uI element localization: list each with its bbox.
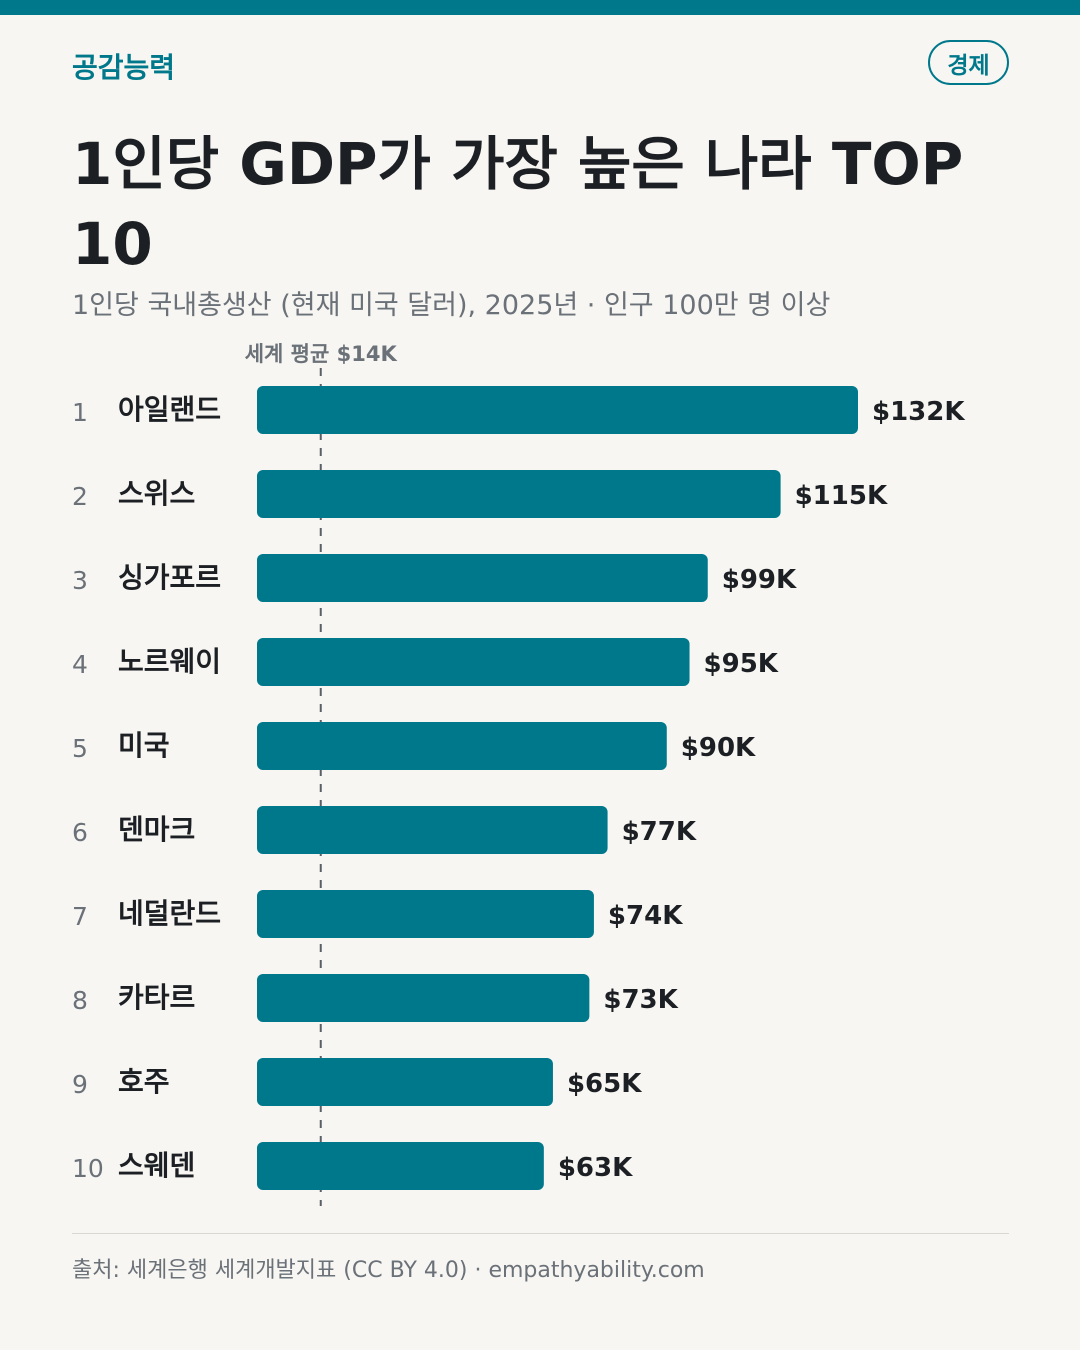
value-label: $77K [622,817,697,847]
rank-number: 4 [72,650,88,679]
country-label: 아일랜드 [118,393,221,426]
bar [257,386,858,434]
bar [257,554,708,602]
value-label: $65K [567,1069,642,1099]
world-average-label: 세계 평균 $14K [245,342,398,366]
rank-number: 8 [72,986,88,1015]
country-label: 네덜란드 [118,897,221,930]
bar [257,638,690,686]
value-label: $73K [603,985,678,1015]
footer-divider [72,1233,1009,1234]
country-label: 덴마크 [118,813,195,846]
chart-subtitle: 1인당 국내총생산 (현재 미국 달러), 2025년 · 인구 100만 명 … [72,290,831,321]
bar [257,1058,553,1106]
value-label: $99K [722,565,797,595]
chart-title: 1인당 GDP가 가장 높은 나라 TOP 10 [72,130,964,278]
source-credit: 출처: 세계은행 세계개발지표 (CC BY 4.0) · empathyabi… [72,1258,705,1283]
country-label: 스웨덴 [118,1149,195,1182]
value-label: $74K [608,901,683,931]
rank-number: 10 [72,1154,104,1183]
value-label: $132K [872,397,965,427]
rank-number: 6 [72,818,88,847]
bar [257,470,781,518]
brand-logo-text: 공감능력 [72,51,176,84]
bar [257,890,594,938]
bar [257,1142,544,1190]
country-label: 스위스 [118,477,195,510]
value-label: $90K [681,733,756,763]
category-badge: 경제 [928,40,1009,85]
country-label: 노르웨이 [118,645,221,678]
country-label: 호주 [118,1065,170,1098]
rank-number: 5 [72,734,88,763]
rank-number: 3 [72,566,88,595]
value-label: $95K [704,649,779,679]
country-label: 카타르 [118,981,195,1014]
bar [257,722,667,770]
top-accent-bar [0,0,1080,15]
bar [257,806,608,854]
value-label: $115K [795,481,888,511]
country-label: 미국 [118,729,170,762]
rank-number: 2 [72,482,88,511]
rank-number: 1 [72,398,88,427]
rank-number: 9 [72,1070,88,1099]
country-label: 싱가포르 [118,561,221,594]
value-label: $63K [558,1153,633,1183]
rank-number: 7 [72,902,88,931]
bar [257,974,590,1022]
